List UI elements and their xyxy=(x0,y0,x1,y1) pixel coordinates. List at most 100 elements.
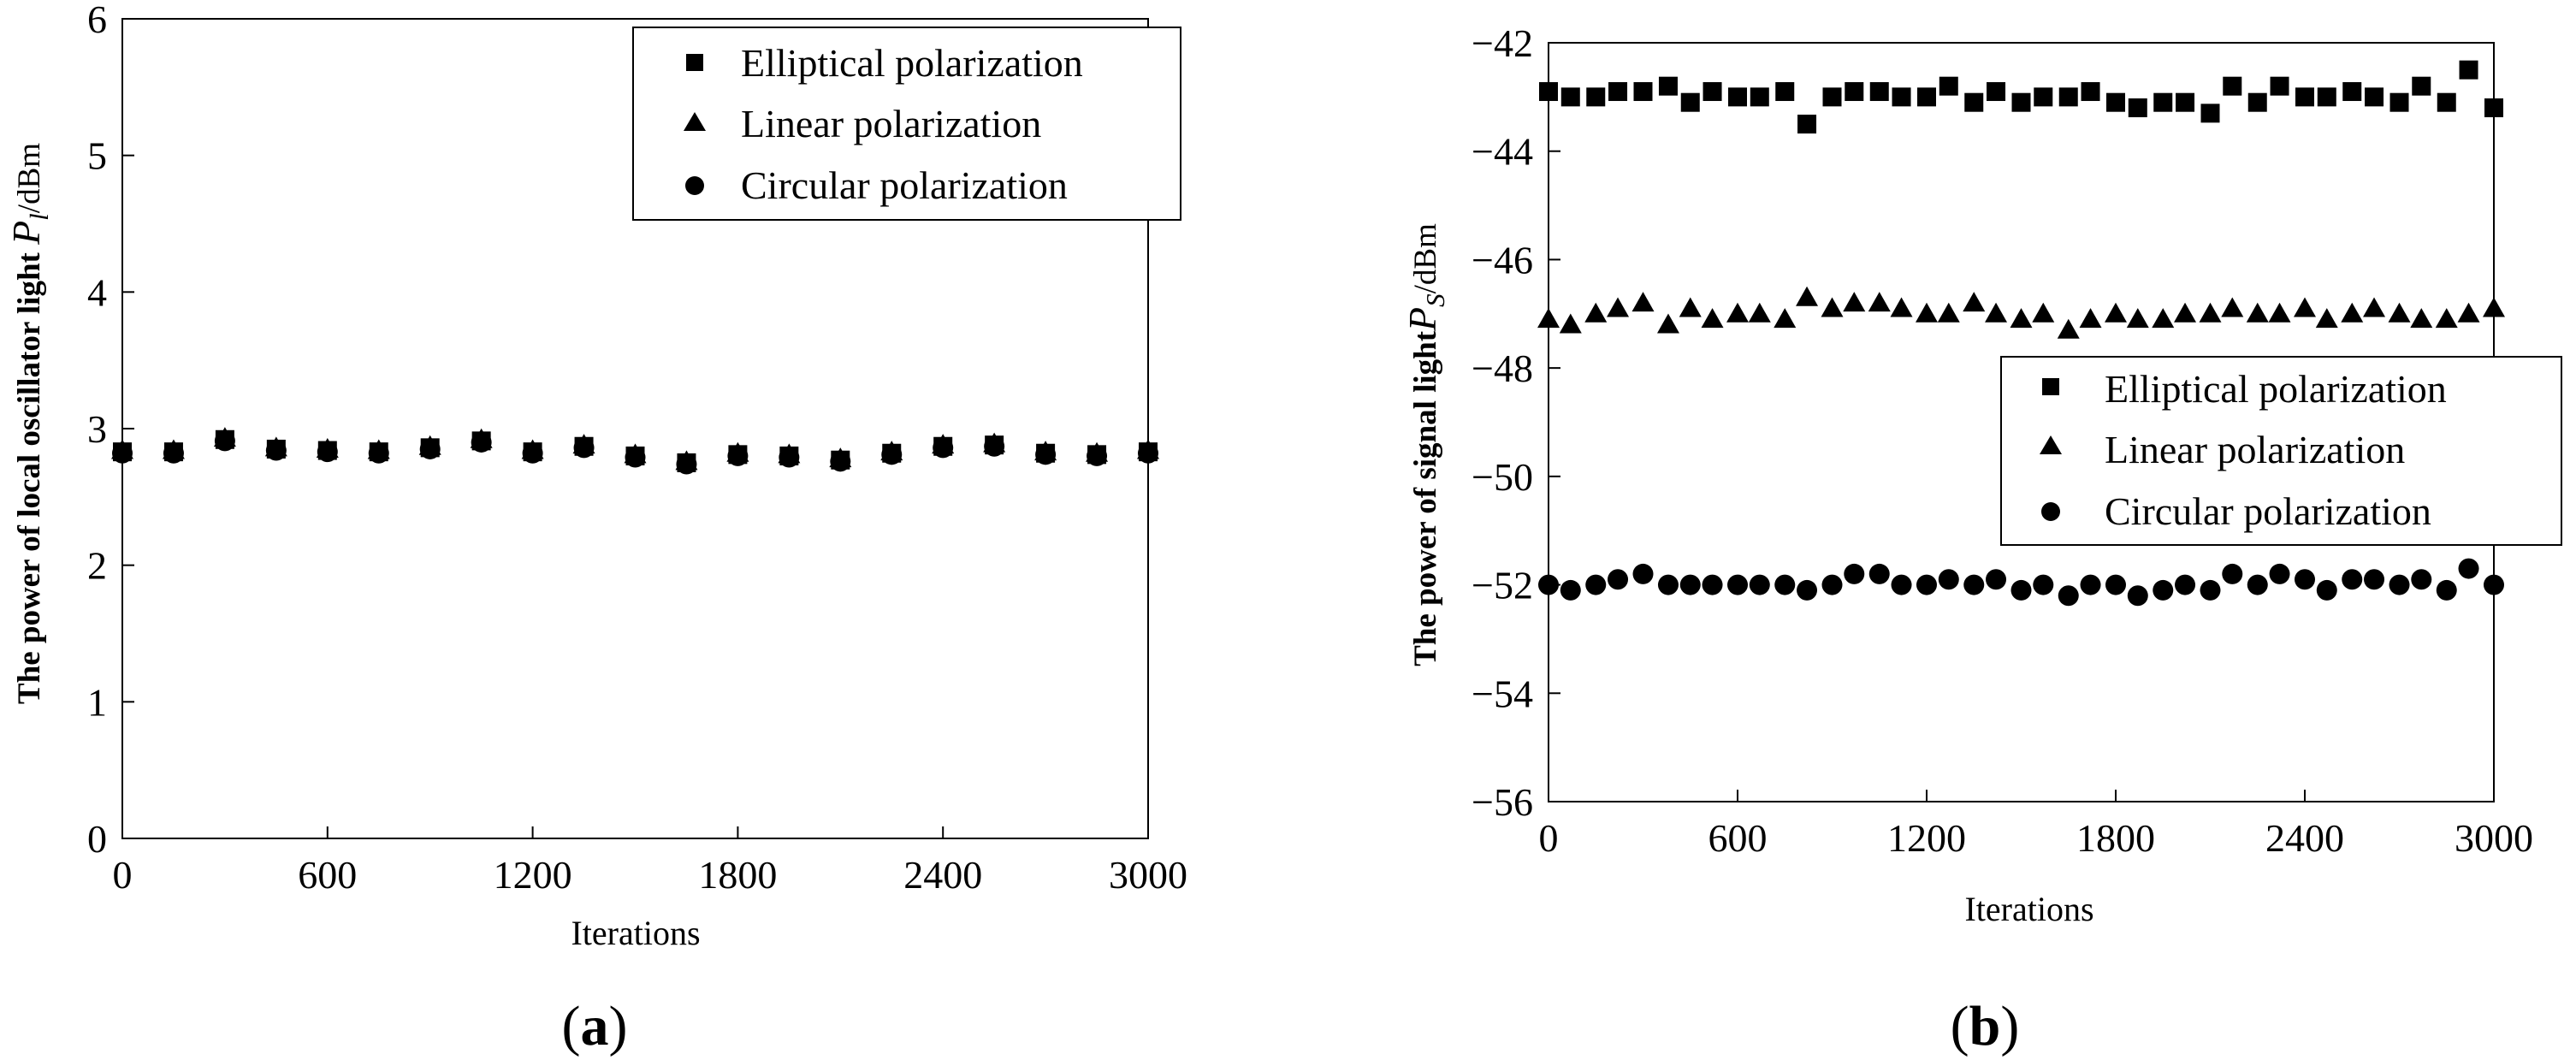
data-points xyxy=(1537,60,2505,607)
panel-label-letter: b xyxy=(1969,995,2001,1057)
tick-labels: 0 600 1200 1800 2400 3000 0 1 2 3 4 5 6 xyxy=(87,0,1187,897)
data-point-triangle xyxy=(2126,308,2149,329)
data-point-square xyxy=(1917,87,1936,107)
data-point-square xyxy=(2106,92,2125,112)
data-point-circle xyxy=(2436,579,2457,601)
panel-label-open: ( xyxy=(1951,995,1969,1057)
data-point-triangle xyxy=(2199,302,2222,323)
data-point-circle xyxy=(2389,574,2410,595)
data-point-square xyxy=(1892,87,1911,107)
data-point-circle xyxy=(625,447,646,468)
data-point-circle xyxy=(881,444,903,465)
data-point-circle xyxy=(2010,579,2032,601)
y-tick-label: −48 xyxy=(1472,346,1533,390)
x-tick-label: 3000 xyxy=(2455,816,2533,860)
data-point-square xyxy=(2176,92,2195,112)
data-point-circle xyxy=(522,442,543,464)
data-point-circle xyxy=(1035,444,1057,465)
x-axis-title: Iterations xyxy=(571,914,700,952)
data-point-circle xyxy=(1774,574,1796,595)
data-point-circle xyxy=(1986,569,2007,590)
data-point-circle xyxy=(2080,574,2101,595)
data-point-circle xyxy=(1844,563,1865,584)
x-tick-label: 600 xyxy=(298,853,357,897)
tick-labels: 0 600 1200 1800 2400 3000 −56 −54 −52 −50 −48 −46 −4… xyxy=(1472,21,2533,860)
chart-panel-b: 0 600 1200 1800 2400 3000 −56 −54 −52 −50 −48 −46 −4… xyxy=(1401,21,2562,1057)
data-point-triangle xyxy=(1821,297,1844,317)
y-tick-label: 2 xyxy=(87,544,107,588)
data-point-square xyxy=(1797,115,1817,134)
data-point-square xyxy=(2365,87,2384,107)
data-point-triangle xyxy=(2079,308,2102,329)
data-point-circle xyxy=(2200,579,2221,601)
x-tick-label: 600 xyxy=(1708,816,1768,860)
data-point-triangle xyxy=(1631,292,1655,312)
data-point-circle xyxy=(1916,574,1937,595)
data-point-circle xyxy=(2127,585,2148,607)
data-point-circle xyxy=(676,453,697,475)
x-tick-label: 0 xyxy=(113,853,133,897)
legend-circle-marker xyxy=(2041,502,2060,521)
data-point-triangle xyxy=(1584,302,1608,323)
data-point-square xyxy=(2295,87,2314,107)
data-point-circle xyxy=(265,440,287,461)
data-point-circle xyxy=(317,441,338,463)
data-point-square xyxy=(2317,87,2336,107)
data-point-triangle xyxy=(1701,308,1724,329)
data-point-circle xyxy=(1821,574,1843,595)
data-point-circle xyxy=(1657,574,1679,595)
data-point-square xyxy=(1633,82,1653,102)
data-point-square xyxy=(1658,76,1678,96)
data-point-circle xyxy=(2295,569,2315,590)
data-point-circle xyxy=(1087,445,1108,466)
data-point-square xyxy=(1703,82,1722,102)
x-tick-label: 1200 xyxy=(494,853,572,897)
data-point-triangle xyxy=(1726,302,1749,323)
y-tick-label: 1 xyxy=(87,680,107,724)
data-point-circle xyxy=(1585,574,1607,595)
data-point-circle xyxy=(830,451,851,472)
legend-entry-circular: Circular polarization xyxy=(2105,489,2431,533)
data-point-circle xyxy=(2342,569,2363,590)
data-point-triangle xyxy=(1607,297,1630,317)
x-tick-label: 2400 xyxy=(2265,816,2344,860)
legend-entry-linear: Linear polarization xyxy=(741,102,1041,145)
y-tick-label: 6 xyxy=(87,0,107,41)
data-point-square xyxy=(2247,92,2267,112)
data-point-circle xyxy=(2153,579,2174,601)
data-point-square xyxy=(1680,92,1700,112)
data-point-square xyxy=(1750,87,1769,107)
panel-label-letter: a xyxy=(581,995,609,1057)
y-axis-title-subscript: S xyxy=(1420,293,1450,307)
x-tick-label: 2400 xyxy=(903,853,982,897)
data-point-triangle xyxy=(2152,308,2175,329)
x-tick-label: 3000 xyxy=(1109,853,1187,897)
data-point-circle xyxy=(419,438,441,459)
data-point-triangle xyxy=(1868,292,1891,312)
data-point-triangle xyxy=(2010,308,2033,329)
data-point-triangle xyxy=(2057,318,2080,339)
panel-label-close: ) xyxy=(2000,995,2019,1057)
data-point-circle xyxy=(727,445,749,466)
panel-label-open: ( xyxy=(562,995,581,1057)
data-point-triangle xyxy=(1656,313,1679,334)
data-point-triangle xyxy=(2341,302,2364,323)
data-point-circle xyxy=(2316,579,2337,601)
legend-triangle-marker xyxy=(684,112,706,131)
data-point-square xyxy=(2270,76,2289,96)
x-tick-label: 1800 xyxy=(2076,816,2155,860)
data-point-square xyxy=(2200,104,2220,123)
y-tick-label: −52 xyxy=(1472,564,1533,607)
x-tick-label: 0 xyxy=(1539,816,1559,860)
data-point-circle xyxy=(214,430,235,452)
data-point-circle xyxy=(2411,569,2432,590)
y-tick-label: 4 xyxy=(87,270,107,314)
data-point-circle xyxy=(2247,574,2268,595)
data-point-circle xyxy=(1632,563,1654,584)
y-axis-title: The power of local oscillator light Pl/d… xyxy=(4,143,54,704)
data-point-circle xyxy=(2364,569,2385,590)
y-axis-title-symbol: P xyxy=(4,221,48,246)
data-point-square xyxy=(2459,60,2478,80)
data-point-circle xyxy=(984,435,1005,457)
